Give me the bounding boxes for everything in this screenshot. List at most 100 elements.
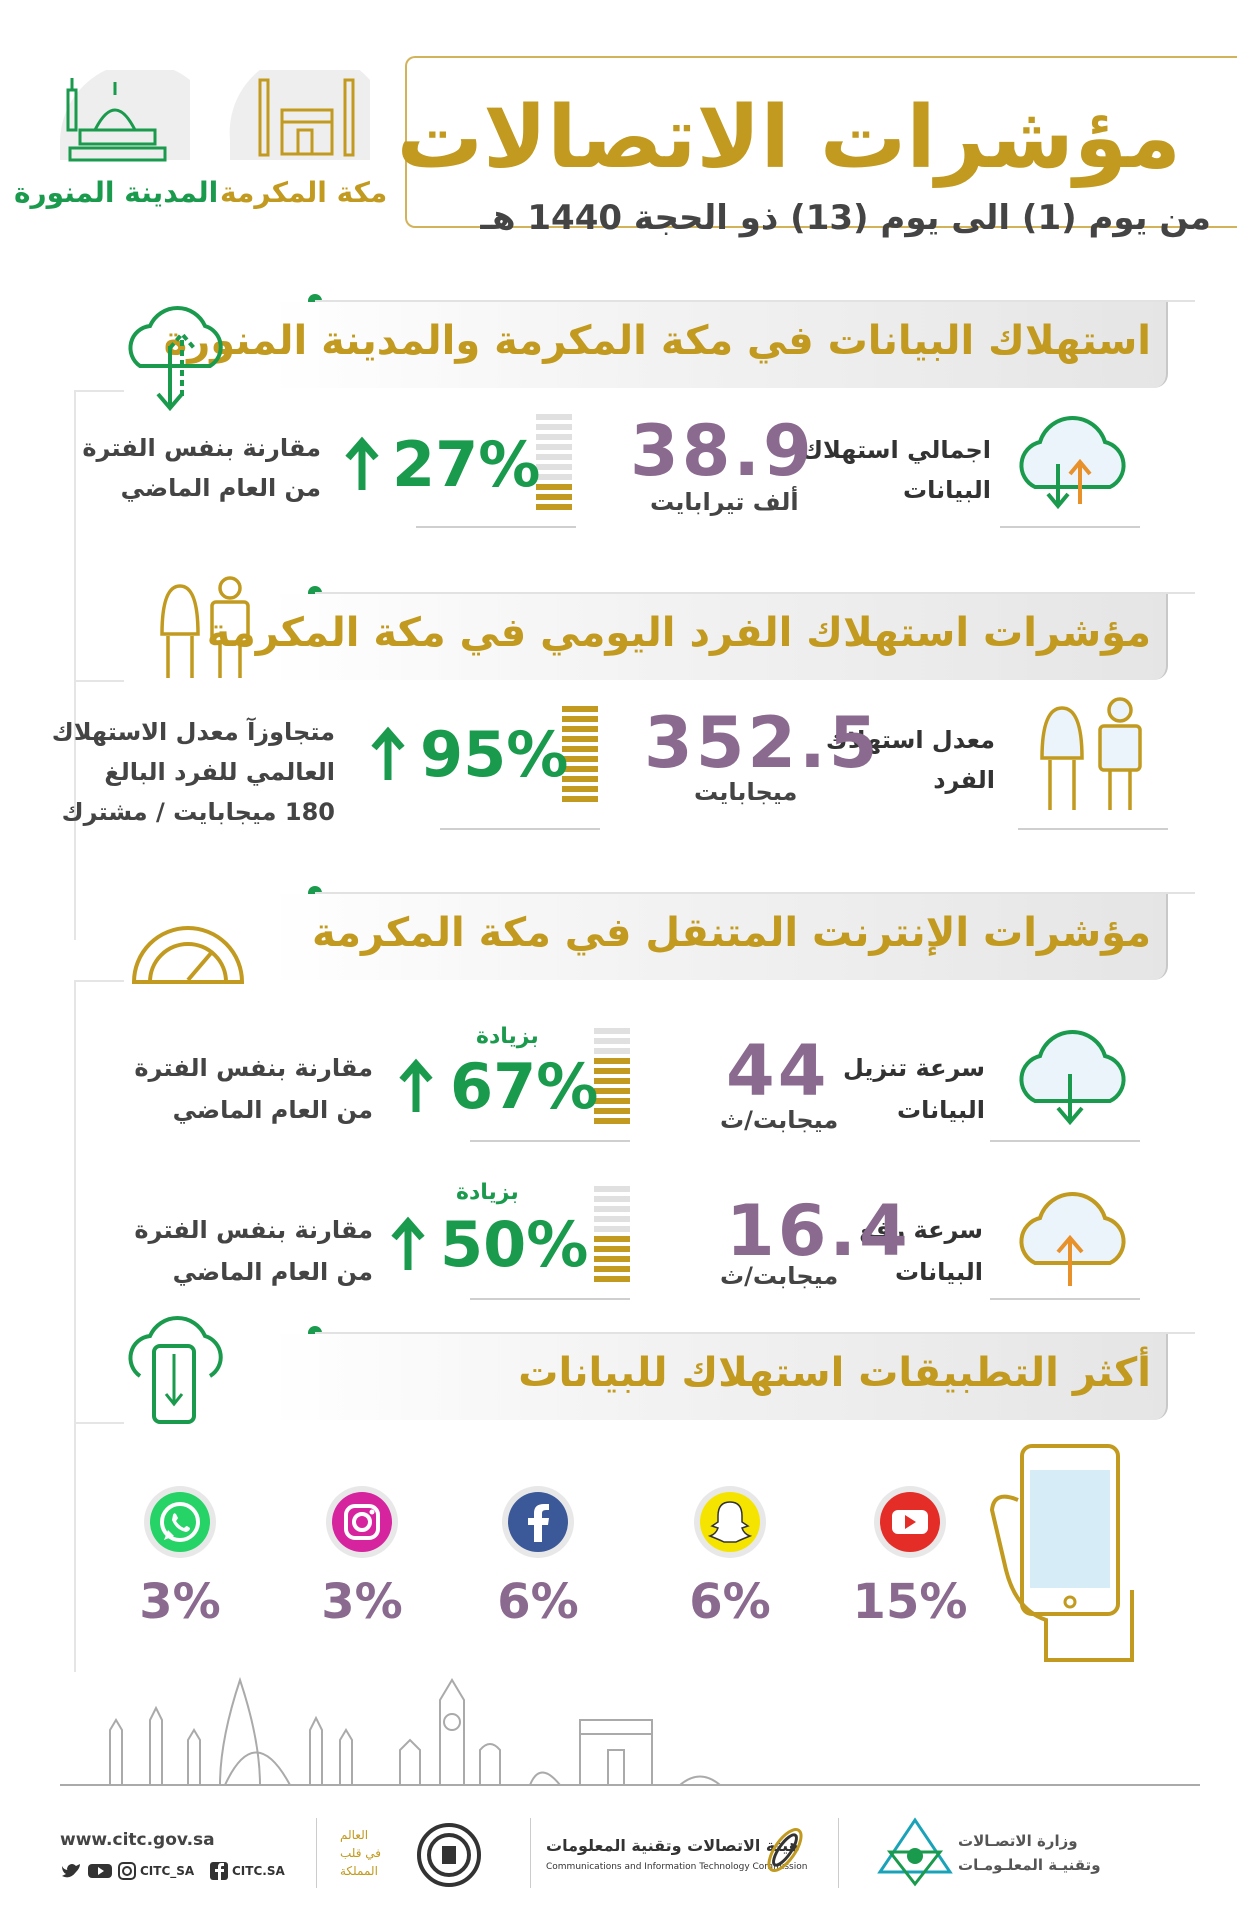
level-bar	[594, 1246, 630, 1252]
level-bar	[594, 1088, 630, 1094]
s3-upload-value: 16.4	[726, 1190, 911, 1272]
youtube-icon	[874, 1486, 946, 1558]
s2-percent: 95%	[420, 718, 569, 791]
level-bar	[562, 716, 598, 722]
section-side-tick	[74, 1422, 124, 1424]
s3-upload-compare-2: من العام الماضي	[172, 1258, 373, 1286]
level-bar	[594, 1028, 630, 1034]
s3-download-label-2: البيانات	[897, 1096, 985, 1124]
level-bar	[594, 1078, 630, 1084]
level-bar	[594, 1196, 630, 1202]
s3-underline-3	[990, 1298, 1140, 1300]
level-bar	[562, 706, 598, 712]
instagram-icon	[326, 1486, 398, 1558]
section-top-line	[315, 892, 1195, 894]
s1-unit: ألف تيرابايت	[650, 488, 799, 516]
youtube-small-icon[interactable]	[88, 1862, 112, 1880]
level-bar	[562, 786, 598, 792]
s2-underline-2	[440, 828, 600, 830]
facebook-percent: 6%	[497, 1574, 579, 1630]
s3-upload-unit: ميجابت/ث	[720, 1262, 839, 1290]
footer-handle-fb[interactable]: CITC.SA	[232, 1864, 285, 1878]
instagram-small-icon[interactable]	[118, 1862, 136, 1880]
pilgrims-icon	[1040, 697, 1142, 810]
footer-divider	[838, 1818, 839, 1888]
level-bar	[594, 1048, 630, 1054]
s2-label-1: معدل استهلاك	[825, 726, 995, 754]
section3-bar	[270, 894, 1168, 980]
s1-value: 38.9	[630, 410, 815, 492]
snapchat-icon	[694, 1486, 766, 1558]
s2-compare-3: 180 ميجابايت / مشترك	[61, 798, 335, 826]
level-bar	[594, 1216, 630, 1222]
s3-upload-label-1: سرعة رفع	[859, 1216, 983, 1244]
snapchat-percent: 6%	[689, 1574, 771, 1630]
s2-level-meter	[562, 706, 598, 802]
level-bar	[562, 726, 598, 732]
footer-handle[interactable]: CITC_SA	[140, 1864, 195, 1878]
cloud-transfer-icon	[128, 305, 223, 412]
ministry-line-1: وزارة الاتصـالات	[958, 1832, 1078, 1850]
citc-name-ar: هيئة الاتصالات وتقنية المعلومات	[546, 1836, 800, 1855]
arrow-up-icon	[399, 1058, 433, 1112]
s3-download-compare-2: من العام الماضي	[172, 1096, 373, 1124]
cloud-upload-icon	[1019, 1191, 1126, 1286]
title-frame	[405, 56, 1237, 228]
s3-underline-1	[990, 1140, 1140, 1142]
s1-compare-2: من العام الماضي	[120, 474, 321, 502]
level-bar	[536, 454, 572, 460]
s3-upload-level-meter	[594, 1186, 630, 1282]
instagram-percent: 3%	[321, 1574, 403, 1630]
s1-underline-1	[1000, 526, 1140, 528]
s2-underline-1	[1018, 828, 1168, 830]
facebook-small-icon[interactable]	[210, 1862, 228, 1880]
citc-logo-icon	[767, 1828, 803, 1872]
level-bar	[594, 1206, 630, 1212]
s1-compare-1: مقارنة بنفس الفترة	[82, 434, 321, 462]
arrow-up-icon	[371, 726, 405, 780]
s2-value: 352.5	[644, 702, 881, 784]
section1-title: استهلاك البيانات في مكة المكرمة والمدينة…	[163, 318, 1151, 364]
level-bar	[594, 1226, 630, 1232]
s3-upload-increase: بزيادة	[456, 1180, 519, 1205]
whatsapp-percent: 3%	[139, 1574, 221, 1630]
level-bar	[536, 444, 572, 450]
pilgrims-icon	[160, 576, 250, 678]
level-bar	[562, 736, 598, 742]
s1-label-1: اجمالي استهلاك	[801, 436, 991, 464]
level-bar	[562, 796, 598, 802]
arrow-up-icon	[345, 436, 379, 490]
level-bar	[562, 766, 598, 772]
s3-download-value: 44	[726, 1030, 830, 1112]
s1-level-meter	[536, 414, 572, 510]
level-bar	[562, 756, 598, 762]
level-bar	[594, 1266, 630, 1272]
level-bar	[536, 474, 572, 480]
level-bar	[594, 1068, 630, 1074]
s3-download-label-1: سرعة تنزيل	[842, 1054, 985, 1082]
cloud-download-icon	[1019, 1029, 1126, 1126]
s3-upload-percent: 50%	[440, 1208, 589, 1281]
s2-unit: ميجابايت	[694, 778, 798, 806]
whatsapp-icon	[144, 1486, 216, 1558]
level-bar	[536, 414, 572, 420]
level-bar	[594, 1038, 630, 1044]
level-bar	[562, 746, 598, 752]
section-side-line	[74, 1422, 76, 1672]
level-bar	[536, 494, 572, 500]
section2-title: مؤشرات استهلاك الفرد اليومي في مكة المكر…	[206, 610, 1151, 656]
level-bar	[594, 1276, 630, 1282]
skyline-illustration	[60, 1676, 1200, 1786]
footer-url[interactable]: www.citc.gov.sa	[60, 1830, 215, 1850]
section-side-line	[74, 390, 76, 910]
speedometer-icon	[131, 926, 245, 984]
page-title: مؤشرات الاتصالات	[396, 88, 1181, 188]
section-side-line	[74, 980, 76, 1670]
twitter-icon[interactable]	[60, 1862, 82, 1880]
hand-phone-icon	[989, 1444, 1134, 1662]
youtube-percent: 15%	[852, 1574, 968, 1630]
section-top-line	[315, 1332, 1195, 1334]
section-top-line	[315, 592, 1195, 594]
arrow-up-icon	[391, 1216, 425, 1270]
s3-download-unit: ميجابت/ث	[720, 1106, 839, 1134]
